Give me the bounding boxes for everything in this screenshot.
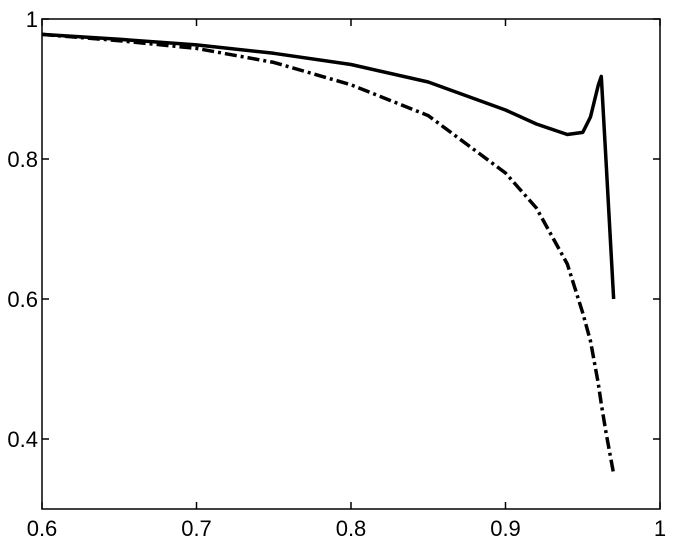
y-tick-label: 0.4 bbox=[7, 427, 38, 452]
x-tick-label: 0.8 bbox=[336, 516, 367, 541]
x-tick-label: 0.9 bbox=[490, 516, 521, 541]
data-line bbox=[41, 32, 616, 475]
x-tick-label: 0.6 bbox=[27, 516, 58, 541]
y-tick-label: 0.8 bbox=[7, 147, 38, 172]
data-line bbox=[41, 32, 616, 300]
y-tick-label: 0.6 bbox=[7, 287, 38, 312]
y-tick-label: 1 bbox=[26, 7, 38, 32]
x-tick-label: 1 bbox=[654, 516, 666, 541]
x-tick-label: 0.7 bbox=[181, 516, 212, 541]
